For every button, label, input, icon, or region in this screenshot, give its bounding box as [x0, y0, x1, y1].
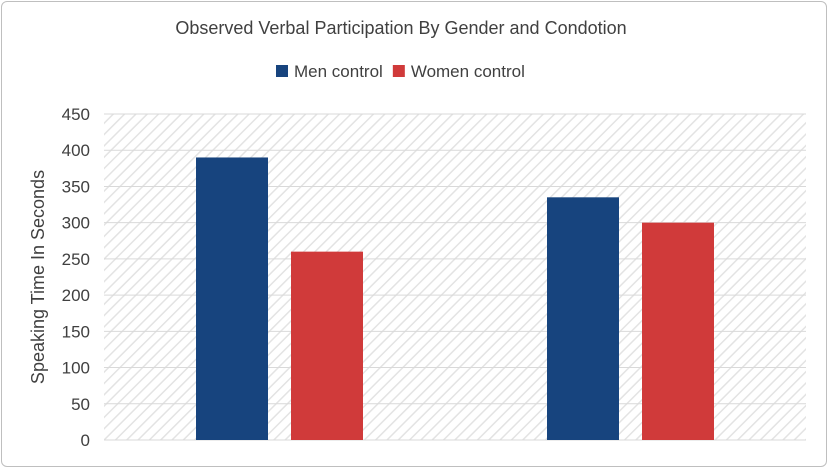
legend-label: Men control	[294, 62, 383, 81]
bar-men-control	[547, 197, 619, 440]
chart-title: Observed Verbal Participation By Gender …	[175, 18, 626, 38]
legend-label: Women control	[411, 62, 525, 81]
y-axis-label: Speaking Time In Seconds	[28, 170, 48, 384]
legend: Men control Women control	[276, 62, 525, 81]
y-axis-ticks: 0 50 100 150 200 250 300 350 400 450	[62, 105, 90, 450]
bar-women-control	[642, 222, 714, 440]
y-tick-label: 50	[71, 395, 90, 414]
y-tick-label: 150	[62, 322, 90, 341]
bars	[196, 157, 714, 440]
legend-swatch	[276, 65, 288, 77]
bar-women-control	[291, 251, 363, 440]
y-tick-label: 100	[62, 359, 90, 378]
y-tick-label: 300	[62, 214, 90, 233]
y-tick-label: 250	[62, 250, 90, 269]
y-tick-label: 400	[62, 141, 90, 160]
y-tick-label: 350	[62, 177, 90, 196]
y-tick-label: 450	[62, 105, 90, 124]
legend-swatch	[392, 65, 405, 77]
bar-men-control	[196, 157, 268, 440]
y-tick-label: 0	[81, 431, 90, 450]
y-tick-label: 200	[62, 286, 90, 305]
